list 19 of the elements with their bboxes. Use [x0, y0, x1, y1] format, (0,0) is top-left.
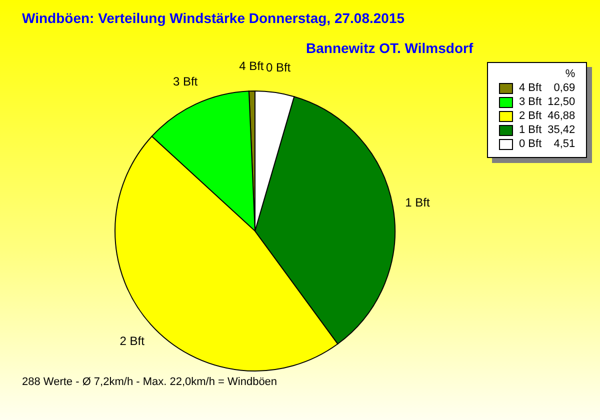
legend-label: 4 Bft [518, 81, 543, 95]
legend-title: % [564, 67, 576, 81]
text: 288 Werte - Ø 7,2km/h - Max. 22,0km/h = Windböen [22, 376, 278, 388]
slice-label: 1 Bft [405, 195, 430, 210]
legend-label: 0 Bft [518, 137, 543, 151]
data-label: 12,50 [546, 95, 576, 109]
data-label: 4,51 [552, 137, 576, 151]
slice-label: 4 Bft [239, 59, 264, 74]
legend-label: 1 Bft [518, 123, 543, 137]
chart-subtitle: Bannewitz OT. Wilmsdorf [306, 40, 474, 56]
data-label: 35,42 [546, 123, 576, 137]
legend-label: 2 Bft [518, 109, 543, 123]
slice-label: 3 Bft [172, 74, 198, 88]
legend-label: 3 Bft [518, 95, 543, 109]
chart-title: Windböen: Verteilung Windstärke Donnerstag, 27.08.2015 [22, 10, 405, 26]
slice-label: 0 Bft [266, 60, 292, 75]
slice-label: 2 Bft [120, 334, 146, 348]
data-label: 0,69 [552, 81, 576, 95]
data-label: 46,88 [546, 109, 576, 123]
